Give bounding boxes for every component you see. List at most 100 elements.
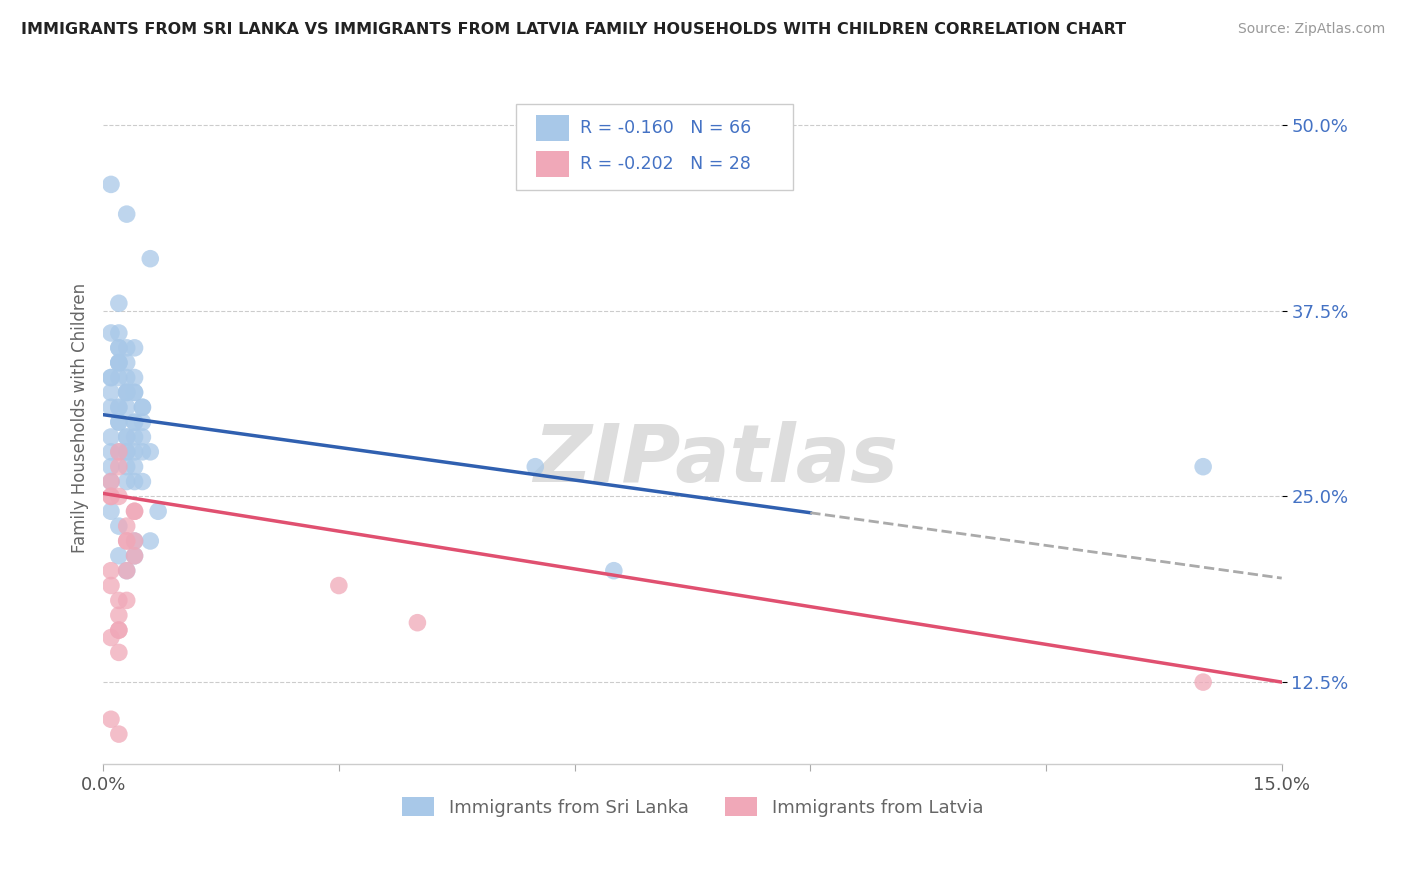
Point [108, 490, 131, 504]
Point [115, 385, 138, 400]
Point [115, 445, 138, 459]
Point [124, 385, 146, 400]
Point [124, 549, 146, 563]
Point [124, 341, 146, 355]
Point [124, 459, 146, 474]
Point [108, 401, 131, 415]
Point [108, 341, 131, 355]
Point [131, 430, 153, 444]
Point [108, 445, 131, 459]
Point [100, 459, 122, 474]
Point [108, 549, 131, 563]
Point [115, 533, 138, 548]
Point [100, 475, 122, 489]
Text: IMMIGRANTS FROM SRI LANKA VS IMMIGRANTS FROM LATVIA FAMILY HOUSEHOLDS WITH CHILD: IMMIGRANTS FROM SRI LANKA VS IMMIGRANTS … [21, 22, 1126, 37]
Text: ZIPatlas: ZIPatlas [533, 421, 898, 499]
Point [603, 564, 626, 578]
Point [108, 459, 131, 474]
Point [108, 356, 131, 370]
Point [108, 608, 131, 623]
Point [100, 178, 122, 192]
Point [124, 445, 146, 459]
Point [108, 296, 131, 310]
Point [115, 430, 138, 444]
Point [131, 415, 153, 429]
Point [108, 401, 131, 415]
Point [115, 356, 138, 370]
Point [131, 401, 153, 415]
Point [524, 459, 547, 474]
Point [115, 207, 138, 221]
Point [100, 490, 122, 504]
Point [1192, 459, 1215, 474]
Point [115, 445, 138, 459]
Point [108, 356, 131, 370]
Point [100, 631, 122, 645]
Point [115, 370, 138, 384]
Point [115, 430, 138, 444]
Point [108, 519, 131, 533]
Point [124, 475, 146, 489]
Point [108, 356, 131, 370]
Point [115, 341, 138, 355]
Text: Source: ZipAtlas.com: Source: ZipAtlas.com [1237, 22, 1385, 37]
Point [100, 385, 122, 400]
Point [139, 252, 162, 266]
Text: R = -0.202   N = 28: R = -0.202 N = 28 [581, 155, 751, 173]
Point [100, 445, 122, 459]
Point [108, 623, 131, 637]
Point [100, 578, 122, 592]
Point [108, 326, 131, 340]
Point [124, 385, 146, 400]
Point [100, 475, 122, 489]
Point [108, 623, 131, 637]
Point [108, 645, 131, 659]
Point [100, 712, 122, 726]
Point [100, 401, 122, 415]
Point [131, 401, 153, 415]
Point [108, 727, 131, 741]
Point [124, 430, 146, 444]
Point [108, 593, 131, 607]
Point [139, 533, 162, 548]
Point [115, 475, 138, 489]
Point [115, 564, 138, 578]
Point [100, 504, 122, 518]
Point [124, 533, 146, 548]
Point [115, 401, 138, 415]
Point [124, 504, 146, 518]
Point [108, 370, 131, 384]
Point [115, 459, 138, 474]
Point [100, 564, 122, 578]
Text: R = -0.160   N = 66: R = -0.160 N = 66 [581, 119, 752, 136]
Legend: Immigrants from Sri Lanka, Immigrants from Latvia: Immigrants from Sri Lanka, Immigrants fr… [395, 790, 990, 824]
Point [108, 415, 131, 429]
Point [139, 445, 162, 459]
Point [115, 385, 138, 400]
Point [100, 430, 122, 444]
Point [124, 415, 146, 429]
Point [115, 385, 138, 400]
Point [131, 445, 153, 459]
Point [100, 370, 122, 384]
Point [328, 578, 350, 592]
Point [115, 533, 138, 548]
FancyBboxPatch shape [516, 104, 793, 190]
FancyBboxPatch shape [536, 151, 568, 178]
Point [100, 326, 122, 340]
Point [124, 370, 146, 384]
Point [124, 533, 146, 548]
Point [124, 415, 146, 429]
Point [100, 370, 122, 384]
Point [1192, 675, 1215, 690]
Point [100, 490, 122, 504]
Point [124, 549, 146, 563]
FancyBboxPatch shape [536, 115, 568, 141]
Point [115, 519, 138, 533]
Point [115, 564, 138, 578]
Point [108, 445, 131, 459]
Point [108, 415, 131, 429]
Point [108, 341, 131, 355]
Point [131, 475, 153, 489]
Point [124, 504, 146, 518]
